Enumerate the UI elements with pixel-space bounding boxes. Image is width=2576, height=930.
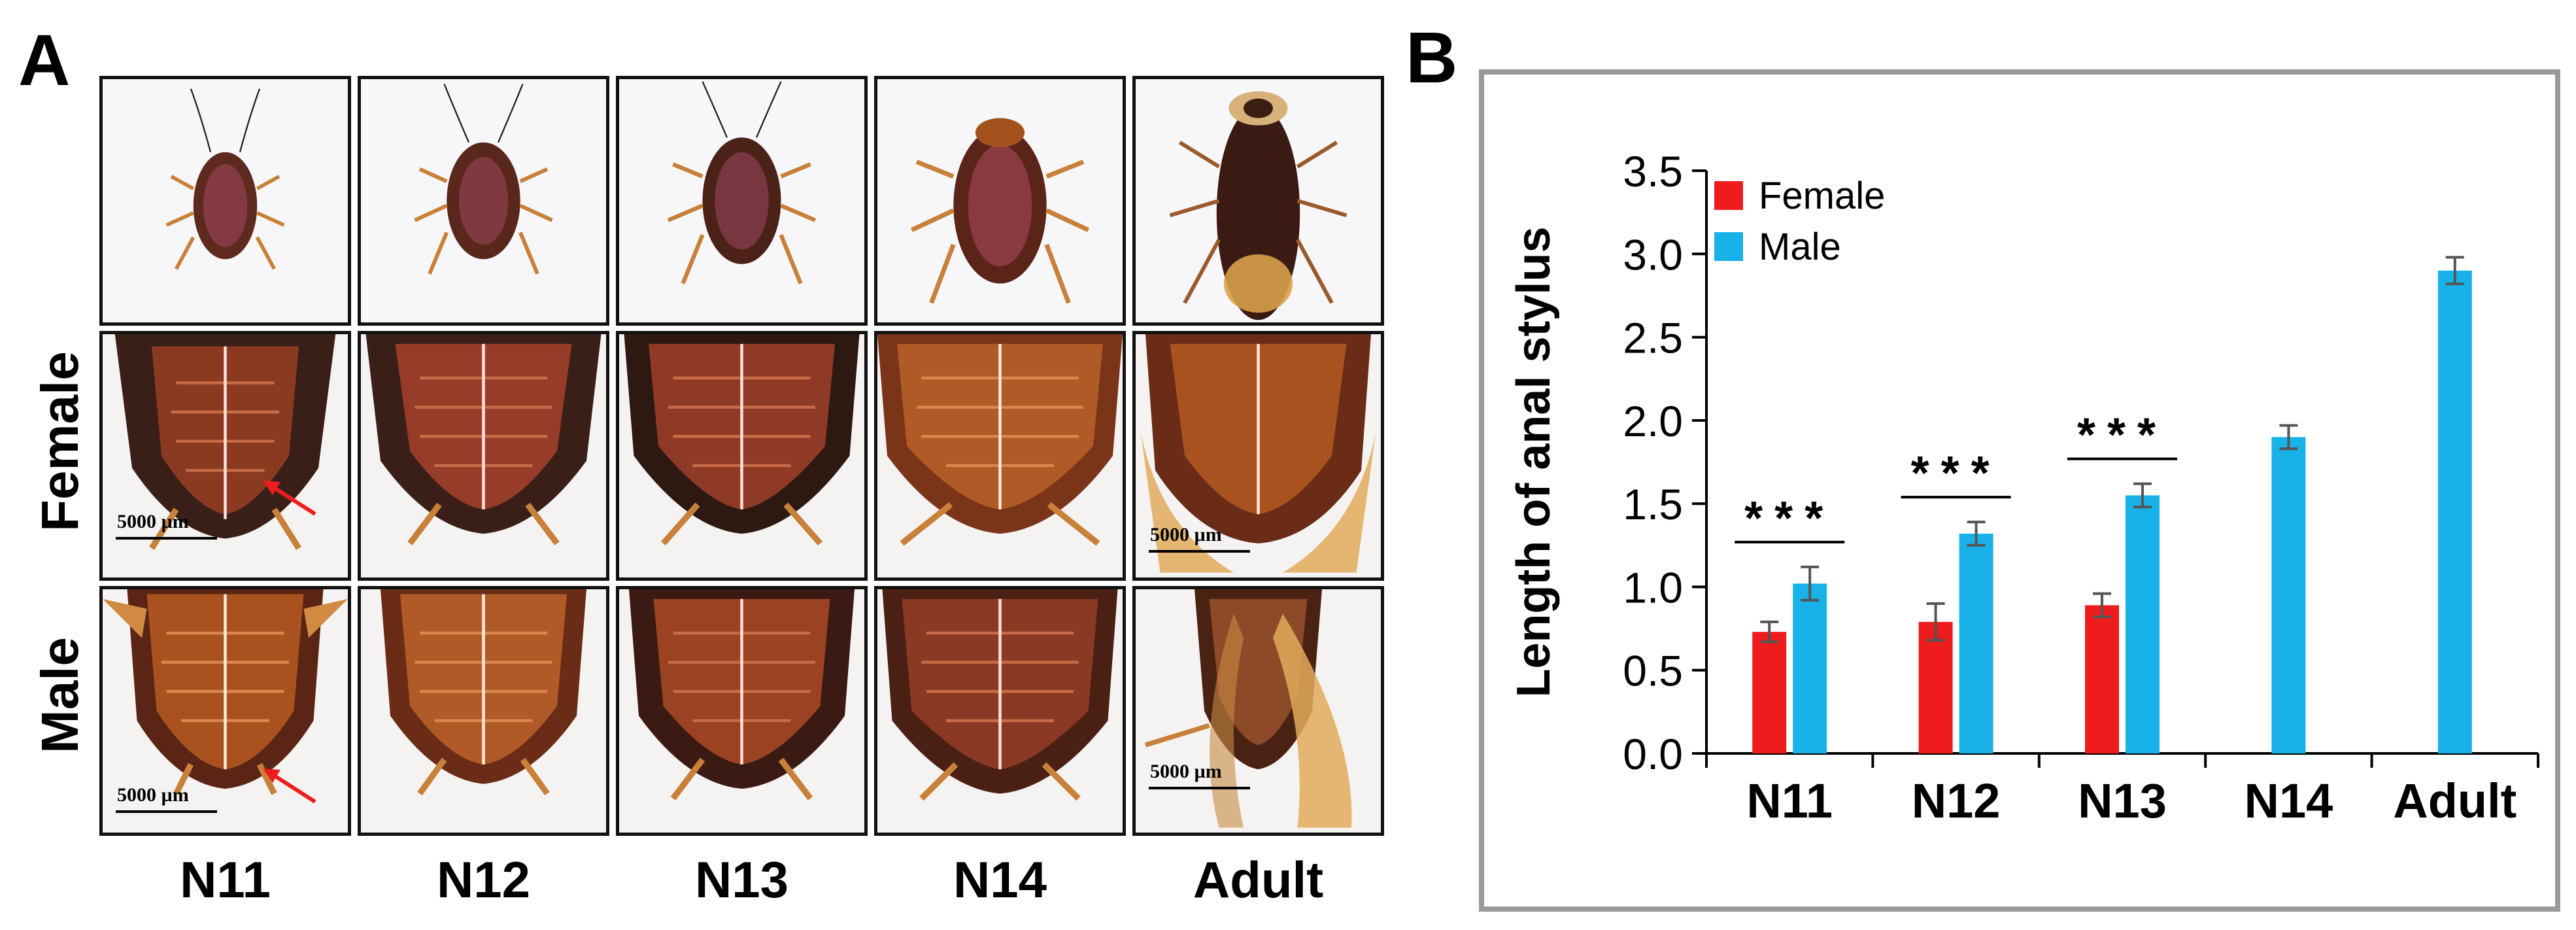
x-tick-label: N12 — [1912, 774, 2001, 828]
column-label-n12: N12 — [436, 851, 531, 908]
scale-bar-line — [116, 810, 217, 813]
x-tick-label: N14 — [2245, 774, 2333, 828]
x-tick-label: N13 — [2078, 774, 2167, 828]
chart-frame: 0.0 0.5 1.0 1.5 2.0 2.5 3.0 3.5 Length of anal s… — [1479, 69, 2560, 912]
bar-male-n13 — [2126, 495, 2160, 753]
y-tick-label: 3.0 — [1623, 230, 1683, 279]
bar-male-adult — [2437, 270, 2472, 753]
column-label-n11: N11 — [180, 851, 271, 908]
panel-a-letter: A — [18, 20, 71, 101]
photo-n13-male — [616, 586, 868, 836]
y-tick-label: 2.0 — [1623, 397, 1683, 445]
legend-label-male: Male — [1759, 226, 1841, 268]
y-tick-label: 1.5 — [1623, 480, 1683, 528]
photo-n14-dorsal — [874, 76, 1126, 326]
photo-n12-dorsal — [358, 76, 609, 326]
scale-bar-label: 5000 µm — [117, 511, 189, 532]
photo-n13-dorsal — [616, 76, 868, 326]
photo-n14-male — [874, 586, 1126, 836]
photo-n12-male — [358, 586, 609, 836]
scale-bar-line — [1149, 550, 1250, 553]
bar-male-n14 — [2271, 437, 2306, 753]
column-label-n13: N13 — [694, 851, 789, 908]
bar-chart: 0.0 0.5 1.0 1.5 2.0 2.5 3.0 3.5 Length of anal s… — [1508, 147, 2539, 828]
red-arrow-icon — [263, 768, 316, 804]
x-tick-label: N11 — [1746, 774, 1833, 828]
significance-label: *** — [1911, 447, 2001, 500]
significance-label: *** — [2077, 409, 2167, 462]
row-label-female: Female — [31, 351, 89, 532]
bar-female-n11 — [1752, 632, 1787, 753]
photo-n11-female: 5000 µm — [99, 331, 351, 581]
photo-adult-male: 5000 µm — [1132, 586, 1384, 836]
significance-label: *** — [1744, 492, 1835, 545]
photo-n14-female — [874, 331, 1126, 581]
photo-n13-female — [616, 331, 868, 581]
scale-bar-line — [116, 537, 217, 540]
bar-female-n12 — [1918, 621, 1953, 753]
row-label-male: Male — [31, 637, 89, 753]
legend-swatch-female — [1714, 181, 1743, 210]
y-tick-label: 0.5 — [1623, 647, 1683, 695]
legend-label-female: Female — [1759, 175, 1885, 217]
column-label-adult: Adult — [1193, 851, 1324, 908]
y-tick-label: 2.5 — [1623, 314, 1683, 362]
photo-n12-female — [358, 331, 609, 581]
photo-adult-female: 5000 µm — [1132, 331, 1384, 581]
scale-bar-line — [1149, 787, 1250, 789]
red-arrow-icon — [263, 481, 316, 516]
photo-n11-male: 5000 µm — [99, 586, 351, 836]
scale-bar-label: 5000 µm — [1150, 761, 1222, 782]
scale-bar-label: 5000 µm — [1150, 524, 1222, 545]
bar-male-n12 — [1959, 533, 1993, 753]
panel-b-letter: B — [1406, 18, 1458, 98]
photo-n11-dorsal — [99, 76, 351, 326]
scale-bar-label: 5000 µm — [117, 784, 189, 806]
legend-swatch-male — [1714, 232, 1743, 261]
bar-female-n13 — [2085, 605, 2119, 753]
y-axis-label: Length of anal stylus — [1508, 226, 1560, 697]
y-tick-label: 1.0 — [1623, 563, 1683, 611]
column-label-n14: N14 — [953, 851, 1047, 908]
x-tick-label: Adult — [2393, 774, 2517, 828]
y-tick-label: 3.5 — [1623, 147, 1683, 196]
y-tick-label: 0.0 — [1623, 730, 1683, 778]
bar-male-n11 — [1793, 583, 1827, 753]
photo-adult-dorsal — [1132, 76, 1384, 326]
